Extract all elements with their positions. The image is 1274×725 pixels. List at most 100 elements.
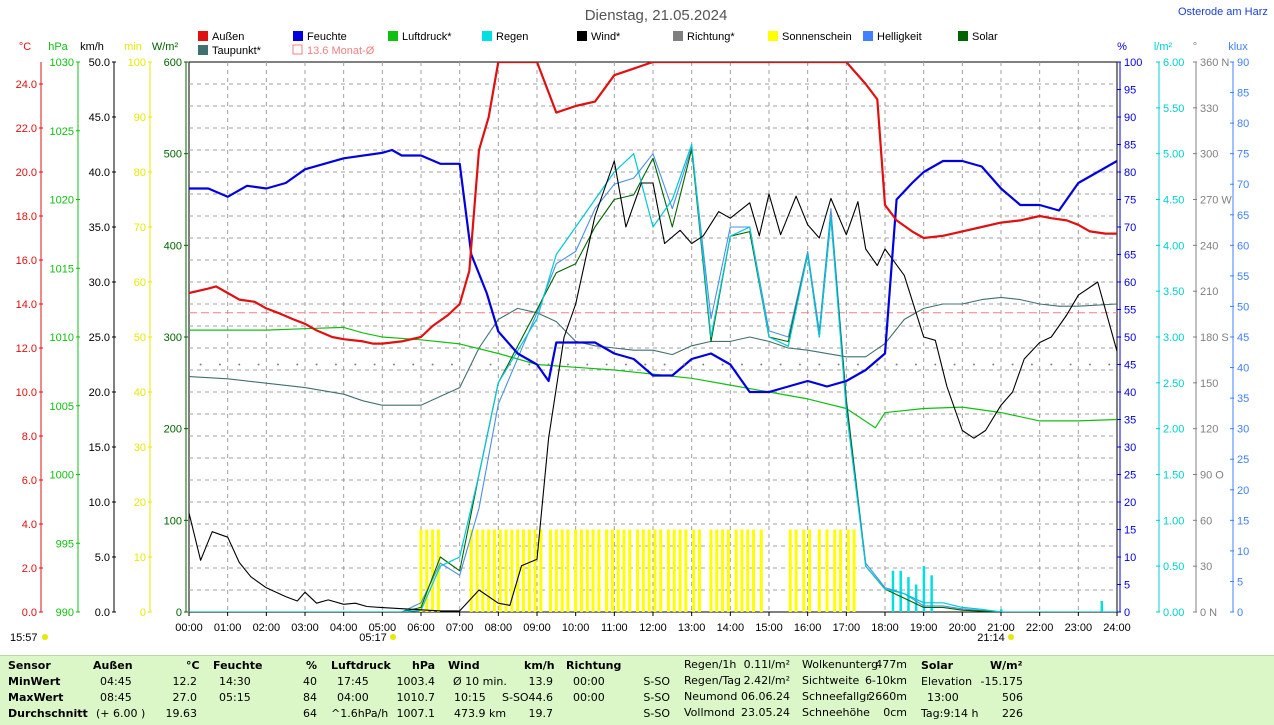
left-axis-tick-label: 1020	[50, 195, 74, 207]
left-axis-tick-label: 70	[134, 222, 146, 234]
direction-dot	[895, 363, 898, 366]
sunshine-bar	[469, 529, 473, 612]
location-label[interactable]: Osterode am Harz	[1178, 6, 1268, 18]
sunshine-bar	[492, 529, 496, 612]
sunshine-bar	[475, 529, 479, 612]
stats-luftdruck-header: Luftdruck	[331, 659, 391, 672]
left-axis-tick-label: 1005	[50, 401, 74, 413]
x-axis-tick-label: 20:00	[949, 622, 977, 634]
x-axis-tick-label: 00:00	[175, 622, 203, 634]
left-axis-tick-label: 995	[56, 538, 74, 550]
stats-max-label: MaxWert	[8, 691, 64, 704]
sunshine-bar	[419, 529, 423, 612]
right-axis-tick-label: 15	[1237, 515, 1249, 527]
sunshine-bar	[659, 529, 663, 612]
right-axis-tick-label: 270 W	[1200, 195, 1232, 207]
left-axis-tick-label: 12.0	[16, 343, 37, 355]
left-axis-tick-label: 24.0	[16, 79, 37, 91]
stats-feuchte-avg-value: 64	[303, 707, 317, 720]
direction-dot	[373, 363, 376, 366]
left-axis-tick-label: 0	[176, 607, 182, 619]
sunshine-bar	[636, 529, 640, 612]
sunshine-bar	[833, 529, 837, 612]
series-line-regen	[189, 143, 1117, 612]
sunshine-bar	[726, 529, 730, 612]
sunshine-bar	[653, 529, 657, 612]
sunset-label: 21:14	[977, 632, 1005, 644]
legend-label: Wind*	[591, 31, 621, 43]
x-axis-tick-label: 14:00	[717, 622, 745, 634]
left-axis-tick-label: 14.0	[16, 299, 37, 311]
right-axis-tick-label: 70	[1124, 222, 1136, 234]
left-axis-tick-label: 30.0	[89, 277, 110, 289]
sunshine-bar	[641, 529, 645, 612]
stats-aussen-max-value: 27.0	[172, 691, 198, 704]
stats-aussen-min-value: 12.2	[172, 675, 198, 688]
sunshine-bar	[697, 529, 701, 612]
stats-aussen-max-time: 08:45	[100, 691, 132, 704]
left-axis-tick-label: 1025	[50, 126, 74, 138]
stats-elevation-label: Elevation	[921, 675, 973, 688]
sunshine-bar	[622, 529, 626, 612]
sunshine-bar	[666, 529, 670, 612]
left-axis-tick-label: 200	[164, 424, 182, 436]
series-line-auen	[189, 62, 1117, 345]
stats-avg-label: Durchschnitt	[8, 707, 88, 720]
right-axis-tick-label: 75	[1237, 149, 1249, 161]
stats-min-label: MinWert	[8, 675, 61, 688]
right-axis-tick-label: 45	[1237, 332, 1249, 344]
stats-wolken-value: 477m	[875, 658, 907, 671]
stats-richtung-max-time: 00:00	[573, 691, 605, 704]
stats-schneefall-label: Schneefallgr	[802, 690, 871, 703]
sunshine-bar	[692, 529, 696, 612]
right-axis-tick-label: 3.00	[1163, 332, 1184, 344]
left-axis-tick-label: 400	[164, 240, 182, 252]
sunshine-bar	[740, 529, 744, 612]
stats-solar-max-value: 506	[1002, 691, 1023, 704]
stats-schneefall-value: 2660m	[868, 690, 907, 703]
stats-elevation-value: -15.175	[980, 675, 1023, 688]
left-axis-unit: min	[124, 41, 142, 53]
right-axis-tick-label: 60	[1237, 240, 1249, 252]
left-axis-tick-label: 45.0	[89, 112, 110, 124]
legend-swatch	[198, 31, 208, 41]
stats-solar-max-time: 13:00	[927, 691, 959, 704]
x-axis-tick-label: 11:00	[601, 622, 628, 634]
right-axis-tick-label: 40	[1124, 387, 1136, 399]
left-axis-tick-label: 5.0	[95, 552, 110, 564]
direction-dot	[818, 363, 821, 366]
left-axis-tick-label: 0.0	[22, 607, 37, 619]
sunshine-bar	[516, 529, 520, 612]
direction-dot	[644, 363, 647, 366]
left-axis-tick-label: 50	[134, 332, 146, 344]
direction-dot	[257, 363, 260, 366]
legend-swatch	[673, 31, 683, 41]
right-axis-tick-label: 5	[1124, 580, 1130, 592]
right-axis-tick-label: 4.00	[1163, 240, 1184, 252]
direction-dot	[489, 363, 492, 366]
right-axis-tick-label: 5.50	[1163, 103, 1184, 115]
x-axis-tick-label: 06:00	[407, 622, 435, 634]
right-axis-tick-label: 240	[1200, 240, 1218, 252]
stats-luftdruck-avg-value: 1007.1	[396, 707, 436, 720]
right-axis-unit: °	[1193, 41, 1197, 53]
x-axis-tick-label: 07:00	[446, 622, 474, 634]
rain-bar	[930, 575, 933, 612]
rain-bar	[1100, 601, 1104, 612]
x-axis-tick-label: 02:00	[253, 622, 281, 634]
legend-label: Solar	[972, 31, 998, 43]
right-axis-tick-label: 85	[1237, 88, 1249, 100]
sunshine-bar	[487, 529, 491, 612]
right-axis-tick-label: 210	[1200, 286, 1218, 298]
direction-dot	[663, 363, 666, 366]
left-axis-tick-label: 90	[134, 112, 146, 124]
x-axis-tick-label: 23:00	[1065, 622, 1093, 634]
sunrise-label: 05:17	[359, 632, 387, 644]
stats-luftdruck-max-value: 1010.7	[396, 691, 436, 704]
stats-luftdruck-max-time: 04:00	[337, 691, 369, 704]
legend-label: Feuchte	[307, 31, 347, 43]
stats-schneehoehe-label: Schneehöhe	[802, 706, 870, 719]
direction-dot	[528, 363, 531, 366]
left-axis-tick-label: 0.0	[95, 607, 110, 619]
sunshine-bar	[554, 529, 558, 612]
